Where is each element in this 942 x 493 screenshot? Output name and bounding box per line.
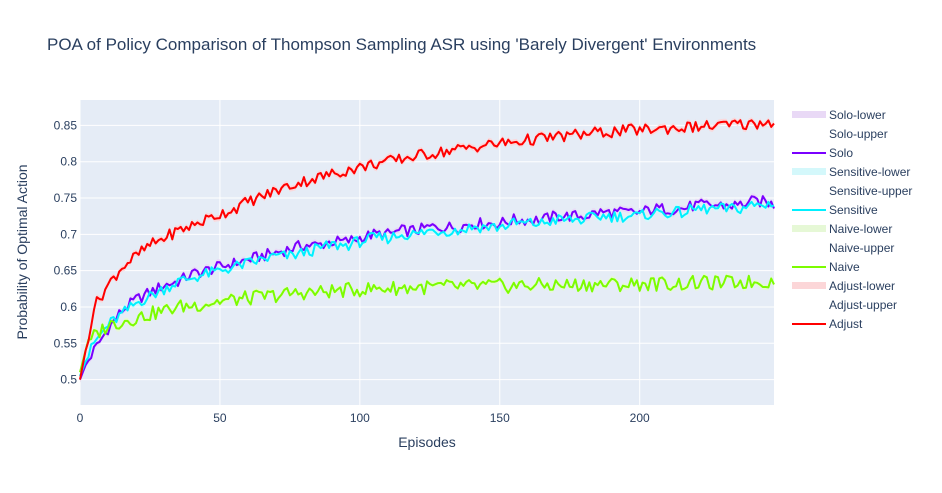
- legend-item-sensitive-lower[interactable]: Sensitive-lower: [792, 165, 910, 179]
- x-tick-label: 0: [77, 411, 84, 425]
- y-tick-label: 0.85: [54, 118, 78, 132]
- legend-swatch: [792, 168, 826, 175]
- chart-title: POA of Policy Comparison of Thompson Sam…: [47, 35, 756, 54]
- legend-item-naive-lower[interactable]: Naive-lower: [792, 222, 892, 236]
- legend-item-adjust-lower[interactable]: Adjust-lower: [792, 279, 895, 293]
- legend-label: Solo-lower: [829, 108, 886, 122]
- legend-label: Sensitive: [829, 203, 878, 217]
- legend-label: Sensitive-upper: [829, 184, 912, 198]
- series-lines: [79, 119, 775, 380]
- legend-item-sensitive[interactable]: Sensitive: [792, 203, 878, 217]
- y-tick-label: 0.75: [54, 191, 78, 205]
- legend-item-naive-upper[interactable]: Naive-upper: [829, 241, 894, 255]
- legend-label: Naive: [829, 260, 860, 274]
- y-tick-label: 0.5: [60, 373, 77, 387]
- y-tick-label: 0.7: [60, 227, 77, 241]
- legend-item-sensitive-upper[interactable]: Sensitive-upper: [829, 184, 912, 198]
- line-adjust: [79, 119, 775, 380]
- legend-label: Naive-lower: [829, 222, 892, 236]
- line-solo: [79, 195, 775, 380]
- y-tick-label: 0.8: [60, 155, 77, 169]
- y-tick-label: 0.6: [60, 300, 77, 314]
- legend-swatch: [792, 111, 826, 118]
- legend-item-solo-upper[interactable]: Solo-upper: [829, 127, 888, 141]
- legend-label: Naive-upper: [829, 241, 894, 255]
- x-tick-labels: 0 50 100 150 200: [77, 411, 650, 425]
- legend-label: Adjust-upper: [829, 298, 897, 312]
- y-tick-labels: 0.5 0.55 0.6 0.65 0.7 0.75 0.8 0.85: [54, 118, 78, 386]
- legend-label: Adjust-lower: [829, 279, 895, 293]
- x-tick-label: 150: [490, 411, 510, 425]
- plot-background: [80, 100, 774, 405]
- x-tick-label: 200: [630, 411, 650, 425]
- y-axis-label: Probability of Optimal Action: [14, 164, 30, 339]
- legend[interactable]: Solo-lower Solo-upper Solo Sensitive-lower S…: [792, 108, 912, 331]
- legend-swatch: [792, 282, 826, 289]
- legend-item-solo-lower[interactable]: Solo-lower: [792, 108, 886, 122]
- legend-item-adjust[interactable]: Adjust: [792, 317, 863, 331]
- x-axis-label: Episodes: [398, 434, 456, 450]
- legend-item-solo[interactable]: Solo: [792, 146, 853, 160]
- line-sensitive: [79, 200, 775, 377]
- line-naive: [79, 274, 775, 373]
- y-tick-label: 0.55: [54, 336, 78, 350]
- y-tick-label: 0.65: [54, 264, 78, 278]
- x-tick-label: 50: [213, 411, 227, 425]
- legend-label: Solo-upper: [829, 127, 888, 141]
- legend-swatch: [792, 225, 826, 232]
- x-tick-label: 100: [350, 411, 370, 425]
- legend-item-naive[interactable]: Naive: [792, 260, 860, 274]
- legend-label: Solo: [829, 146, 853, 160]
- legend-label: Adjust: [829, 317, 863, 331]
- legend-item-adjust-upper[interactable]: Adjust-upper: [829, 298, 897, 312]
- legend-label: Sensitive-lower: [829, 165, 910, 179]
